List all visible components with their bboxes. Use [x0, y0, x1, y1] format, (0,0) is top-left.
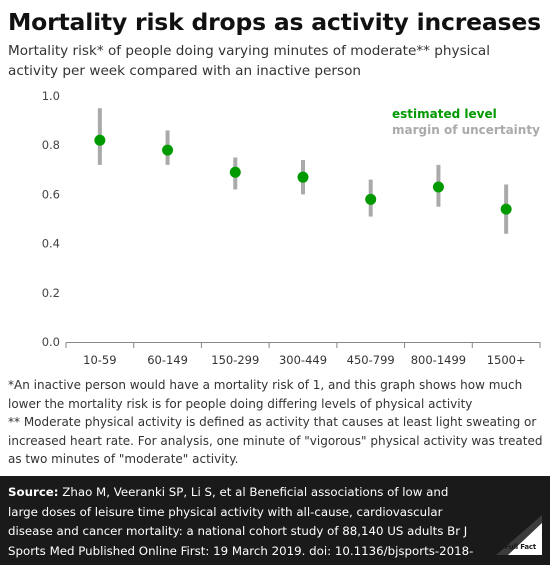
legend-estimated: estimated level: [392, 107, 497, 121]
data-point: [432, 181, 444, 193]
footnote-2: ** Moderate physical activity is defined…: [8, 415, 543, 467]
x-tick-label: 10-59: [83, 353, 116, 367]
source-label: Source:: [8, 485, 59, 499]
full-fact-logo-icon: [496, 515, 542, 555]
footer: Source: Zhao M, Veeranki SP, Li S, et al…: [0, 476, 550, 577]
x-tick-label: 150-299: [211, 353, 259, 367]
chart-title: Mortality risk drops as activity increas…: [8, 8, 541, 36]
data-point: [162, 144, 174, 156]
logo-text: Full Fact: [504, 543, 537, 551]
data-point: [229, 166, 241, 178]
x-tick-label: 1500+: [487, 353, 526, 367]
y-tick-label: 1.0: [42, 89, 60, 103]
data-point: [365, 193, 377, 205]
y-tick-label: 0.2: [42, 286, 60, 300]
y-tick-label: 0.0: [42, 335, 60, 349]
data-point: [297, 171, 309, 183]
source-text: Source: Zhao M, Veeranki SP, Li S, et al…: [8, 483, 478, 581]
x-tick-label: 60-149: [147, 353, 188, 367]
chart-subtitle: Mortality risk* of people doing varying …: [8, 43, 491, 79]
y-tick-label: 0.4: [42, 237, 60, 251]
y-tick-label: 0.8: [42, 138, 60, 152]
source-citation: Zhao M, Veeranki SP, Li S, et al Benefic…: [8, 485, 474, 577]
data-point: [500, 203, 512, 215]
chart: 0.0 0.2 0.4 0.6 0.8 1.0 10-59 60-149 150-299 300-…: [42, 89, 541, 367]
x-tick-label: 450-799: [347, 353, 395, 367]
legend-uncertainty: margin of uncertainty: [392, 123, 540, 137]
footnote-1: *An inactive person would have a mortali…: [8, 378, 523, 411]
footnotes: *An inactive person would have a mortali…: [8, 376, 546, 469]
x-tick-label: 300-449: [279, 353, 327, 367]
data-point: [94, 134, 106, 146]
y-tick-label: 0.6: [42, 187, 60, 201]
x-tick-label: 800-1499: [411, 353, 466, 367]
